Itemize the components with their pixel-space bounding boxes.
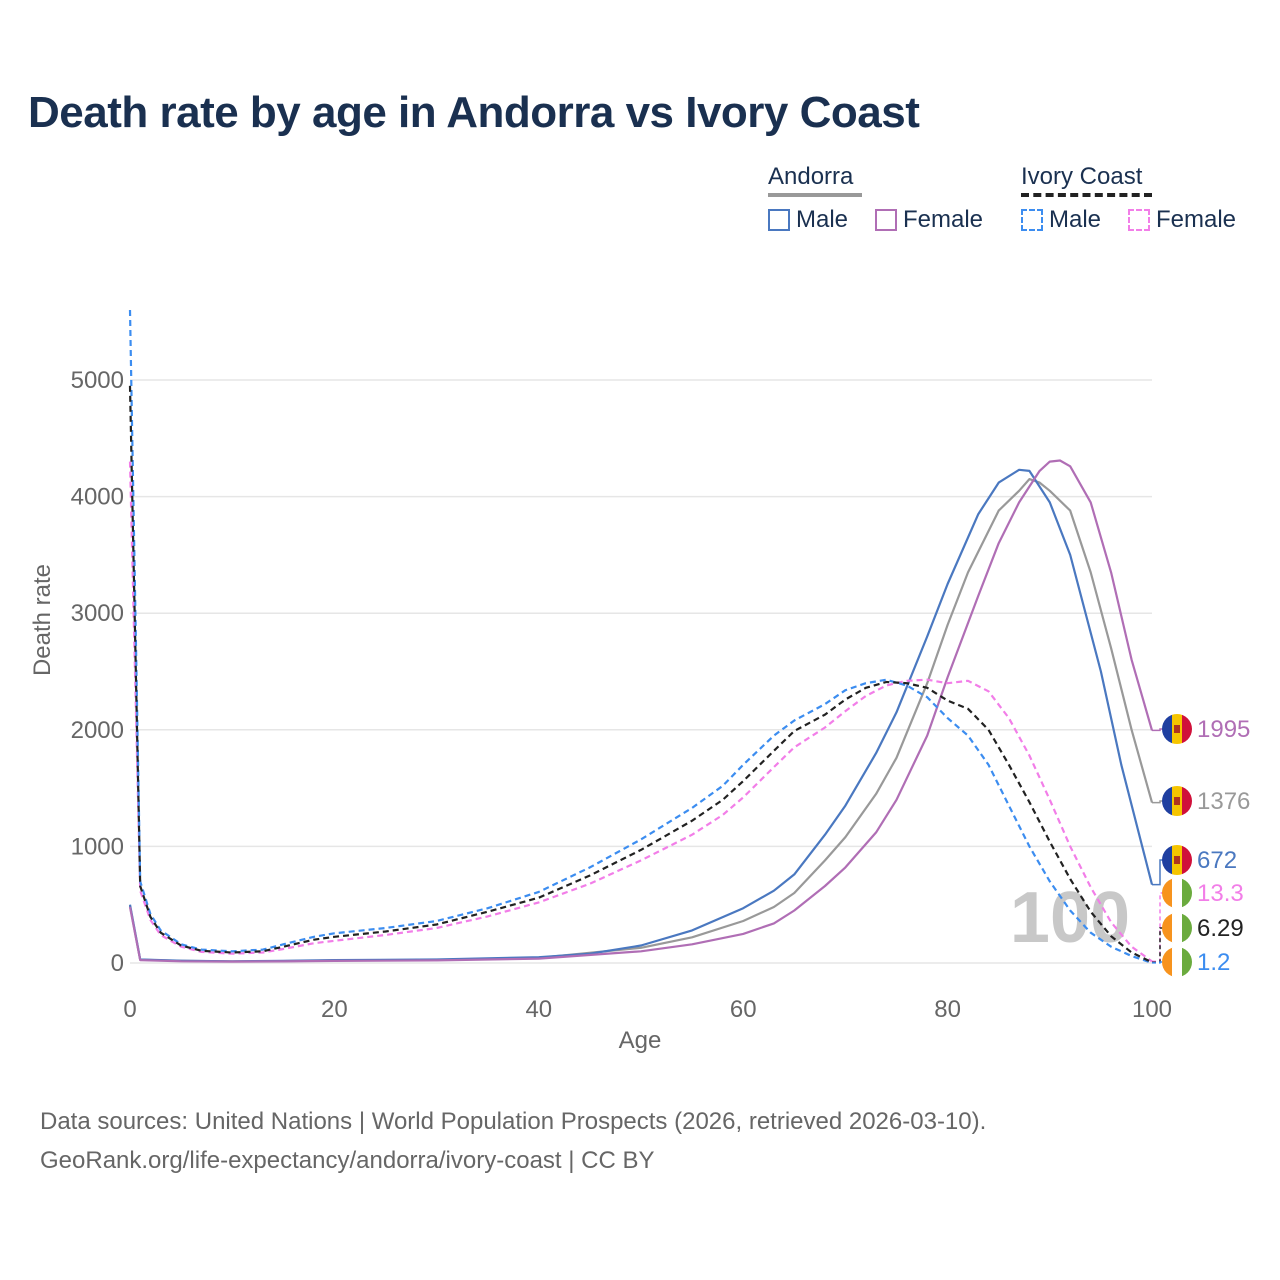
legend-item-ivory-female[interactable]: Female <box>1128 206 1236 234</box>
y-axis-ticks: 0 1000 2000 3000 4000 5000 <box>71 367 124 977</box>
end-label-ivory-male: 1.2 <box>1197 949 1230 976</box>
end-label-andorra-male: 672 <box>1197 847 1237 874</box>
grid-lines <box>130 379 1152 964</box>
end-label-ivory-total: 6.29 <box>1197 915 1244 942</box>
y-tick-label: 3000 <box>71 600 124 627</box>
source-line-2: GeoRank.org/life-expectancy/andorra/ivor… <box>40 1147 655 1174</box>
legend-swatch-ivory-female <box>1128 209 1150 231</box>
series-line-andorra-female <box>128 459 1154 963</box>
andorra-flag-icon <box>1162 714 1192 744</box>
end-connector-ivory-total <box>1152 927 1164 964</box>
legend-swatch-ivory-male <box>1021 209 1043 231</box>
andorra-coat-of-arms <box>1174 797 1180 805</box>
andorra-coat-of-arms <box>1174 856 1180 864</box>
legend-group-andorra: Andorra <box>768 163 854 190</box>
legend-item-andorra-male[interactable]: Male <box>768 206 848 234</box>
x-axis-label: Age <box>619 1027 662 1054</box>
y-tick-label: 4000 <box>71 484 124 511</box>
x-tick-label: 20 <box>321 996 348 1023</box>
legend-item-ivory-male[interactable]: Male <box>1021 206 1101 234</box>
x-tick-label: 80 <box>934 996 961 1023</box>
source-line-1: Data sources: United Nations | World Pop… <box>40 1108 987 1135</box>
age-watermark: 100 <box>1010 878 1130 958</box>
chart-area: 100 0 1000 2000 3000 4000 5000 0 20 40 60 80 100 D… <box>29 309 1250 1054</box>
ivory-coast-flag-icon <box>1162 878 1192 908</box>
x-axis-ticks: 0 20 40 60 80 100 <box>123 996 1172 1023</box>
series-line-andorra-total <box>128 478 1154 963</box>
chart-title: Death rate by age in Andorra vs Ivory Co… <box>28 88 920 137</box>
x-tick-label: 60 <box>730 996 757 1023</box>
end-connector-andorra-male <box>1152 859 1164 886</box>
series-line-ivory-female <box>128 461 1153 963</box>
legend-item-andorra-female[interactable]: Female <box>875 206 983 234</box>
legend-andorra-line <box>768 193 862 197</box>
x-tick-label: 0 <box>123 996 136 1023</box>
legend-swatch-andorra-female <box>875 209 897 231</box>
series-line-ivory-male <box>128 309 1153 964</box>
y-tick-label: 0 <box>111 950 124 977</box>
ivory-coast-flag-icon <box>1162 913 1192 943</box>
y-axis-label: Death rate <box>29 564 56 676</box>
legend-swatch-andorra-male <box>768 209 790 231</box>
x-tick-label: 100 <box>1132 996 1172 1023</box>
end-label-ivory-female: 13.3 <box>1197 880 1244 907</box>
legend-group-ivory-coast: Ivory Coast <box>1021 163 1143 190</box>
end-label-andorra-female: 1995 <box>1197 716 1250 743</box>
andorra-coat-of-arms <box>1174 725 1180 733</box>
series-line-ivory-total <box>128 385 1153 964</box>
legend-ivory-line <box>1021 193 1152 197</box>
x-tick-label: 40 <box>525 996 552 1023</box>
andorra-flag-icon <box>1162 786 1192 816</box>
andorra-flag-icon <box>1162 845 1192 875</box>
end-markers: 1995 1376 672 13.3 6.29 1.2 <box>1152 714 1250 977</box>
end-label-andorra-total: 1376 <box>1197 788 1250 815</box>
y-tick-label: 2000 <box>71 717 124 744</box>
y-tick-label: 1000 <box>71 833 124 860</box>
series-lines <box>128 309 1154 964</box>
y-tick-label: 5000 <box>71 367 124 394</box>
ivory-coast-flag-icon <box>1162 947 1192 977</box>
